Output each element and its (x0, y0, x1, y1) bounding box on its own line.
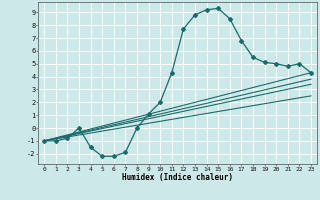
X-axis label: Humidex (Indice chaleur): Humidex (Indice chaleur) (122, 173, 233, 182)
